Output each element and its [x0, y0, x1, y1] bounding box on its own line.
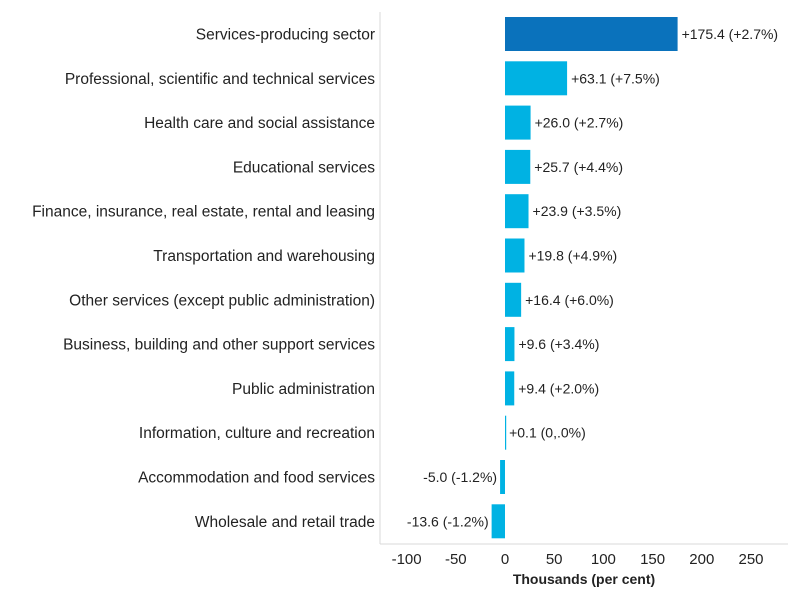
data-label: +0.1 (0,.0%): [509, 425, 586, 441]
x-tick-label: 0: [501, 551, 509, 568]
bar-0: [505, 17, 678, 51]
category-label: Services-producing sector: [196, 27, 375, 44]
x-tick-label: 150: [640, 551, 665, 568]
data-label: +23.9 (+3.5%): [533, 203, 622, 219]
bar-4: [505, 194, 529, 229]
bar-2: [505, 105, 531, 140]
data-label: +16.4 (+6.0%): [525, 292, 614, 308]
bar-10: [500, 460, 505, 494]
x-tick-label: 100: [591, 551, 616, 568]
bar-5: [505, 238, 525, 273]
x-tick-label: 200: [689, 551, 714, 568]
x-axis-title: Thousands (per cent): [513, 571, 655, 587]
data-label: +175.4 (+2.7%): [682, 26, 779, 42]
bar-1: [505, 61, 568, 96]
x-tick-label: 250: [738, 551, 763, 568]
bar-7: [505, 327, 515, 362]
category-label: Professional, scientific and technical s…: [65, 71, 375, 88]
category-label: Wholesale and retail trade: [195, 514, 375, 531]
category-label: Accommodation and food services: [138, 470, 375, 487]
data-label: -13.6 (-1.2%): [407, 513, 489, 529]
bar-11: [491, 504, 505, 539]
data-label: +26.0 (+2.7%): [535, 115, 624, 131]
category-label: Business, building and other support ser…: [63, 337, 375, 354]
category-label: Transportation and warehousing: [153, 248, 375, 265]
category-label: Finance, insurance, real estate, rental …: [32, 204, 375, 221]
data-label: -5.0 (-1.2%): [423, 469, 497, 485]
category-label: Public administration: [232, 381, 375, 398]
data-label: +25.7 (+4.4%): [534, 159, 623, 175]
x-tick-label: 50: [546, 551, 563, 568]
x-tick-label: -100: [392, 551, 422, 568]
data-label: +9.6 (+3.4%): [518, 336, 599, 352]
category-label: Educational services: [233, 159, 375, 176]
data-label: +63.1 (+7.5%): [571, 70, 660, 86]
category-label: Other services (except public administra…: [69, 292, 375, 309]
bar-9: [505, 415, 507, 450]
data-label: +19.8 (+4.9%): [528, 248, 617, 264]
bar-6: [505, 282, 522, 317]
data-label: +9.4 (+2.0%): [518, 380, 599, 396]
bar-3: [505, 149, 531, 184]
category-label: Information, culture and recreation: [139, 425, 375, 442]
bar-8: [505, 371, 515, 406]
category-label: Health care and social assistance: [144, 115, 375, 132]
x-tick-label: -50: [445, 551, 467, 568]
